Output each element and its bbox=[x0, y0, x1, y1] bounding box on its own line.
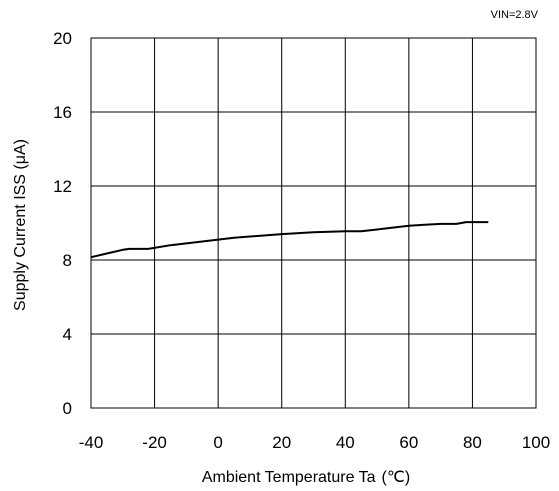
x-tick-label: 60 bbox=[399, 433, 418, 452]
x-axis-label-text: Ambient Temperature Ta bbox=[202, 469, 376, 486]
x-tick-label: 0 bbox=[213, 433, 222, 452]
y-tick-label: 12 bbox=[53, 177, 72, 196]
x-tick-label: -20 bbox=[142, 433, 167, 452]
x-tick-label: 20 bbox=[272, 433, 291, 452]
y-tick-labels: 0 4 8 12 16 20 bbox=[53, 29, 72, 418]
y-tick-label: 0 bbox=[63, 399, 72, 418]
grid bbox=[90, 37, 537, 409]
series bbox=[90, 221, 489, 259]
x-tick-label: 100 bbox=[522, 433, 550, 452]
y-tick-label: 4 bbox=[63, 325, 72, 344]
y-tick-label: 20 bbox=[53, 29, 72, 48]
x-tick-label: 80 bbox=[463, 433, 482, 452]
x-tick-label: 40 bbox=[336, 433, 355, 452]
y-axis-label: Supply Current ISS (μA) bbox=[12, 139, 29, 311]
annotation: VIN=2.8V bbox=[491, 9, 539, 21]
series-line bbox=[90, 221, 489, 259]
y-tick-label: 16 bbox=[53, 103, 72, 122]
x-axis-label-unit: (℃) bbox=[382, 469, 411, 486]
x-tick-labels: -40 -20 0 20 40 60 80 100 bbox=[79, 433, 550, 452]
y-tick-label: 8 bbox=[63, 251, 72, 270]
x-axis-label: Ambient Temperature Ta (℃) bbox=[202, 469, 410, 486]
x-tick-label: -40 bbox=[79, 433, 104, 452]
plot-frame bbox=[90, 37, 537, 409]
